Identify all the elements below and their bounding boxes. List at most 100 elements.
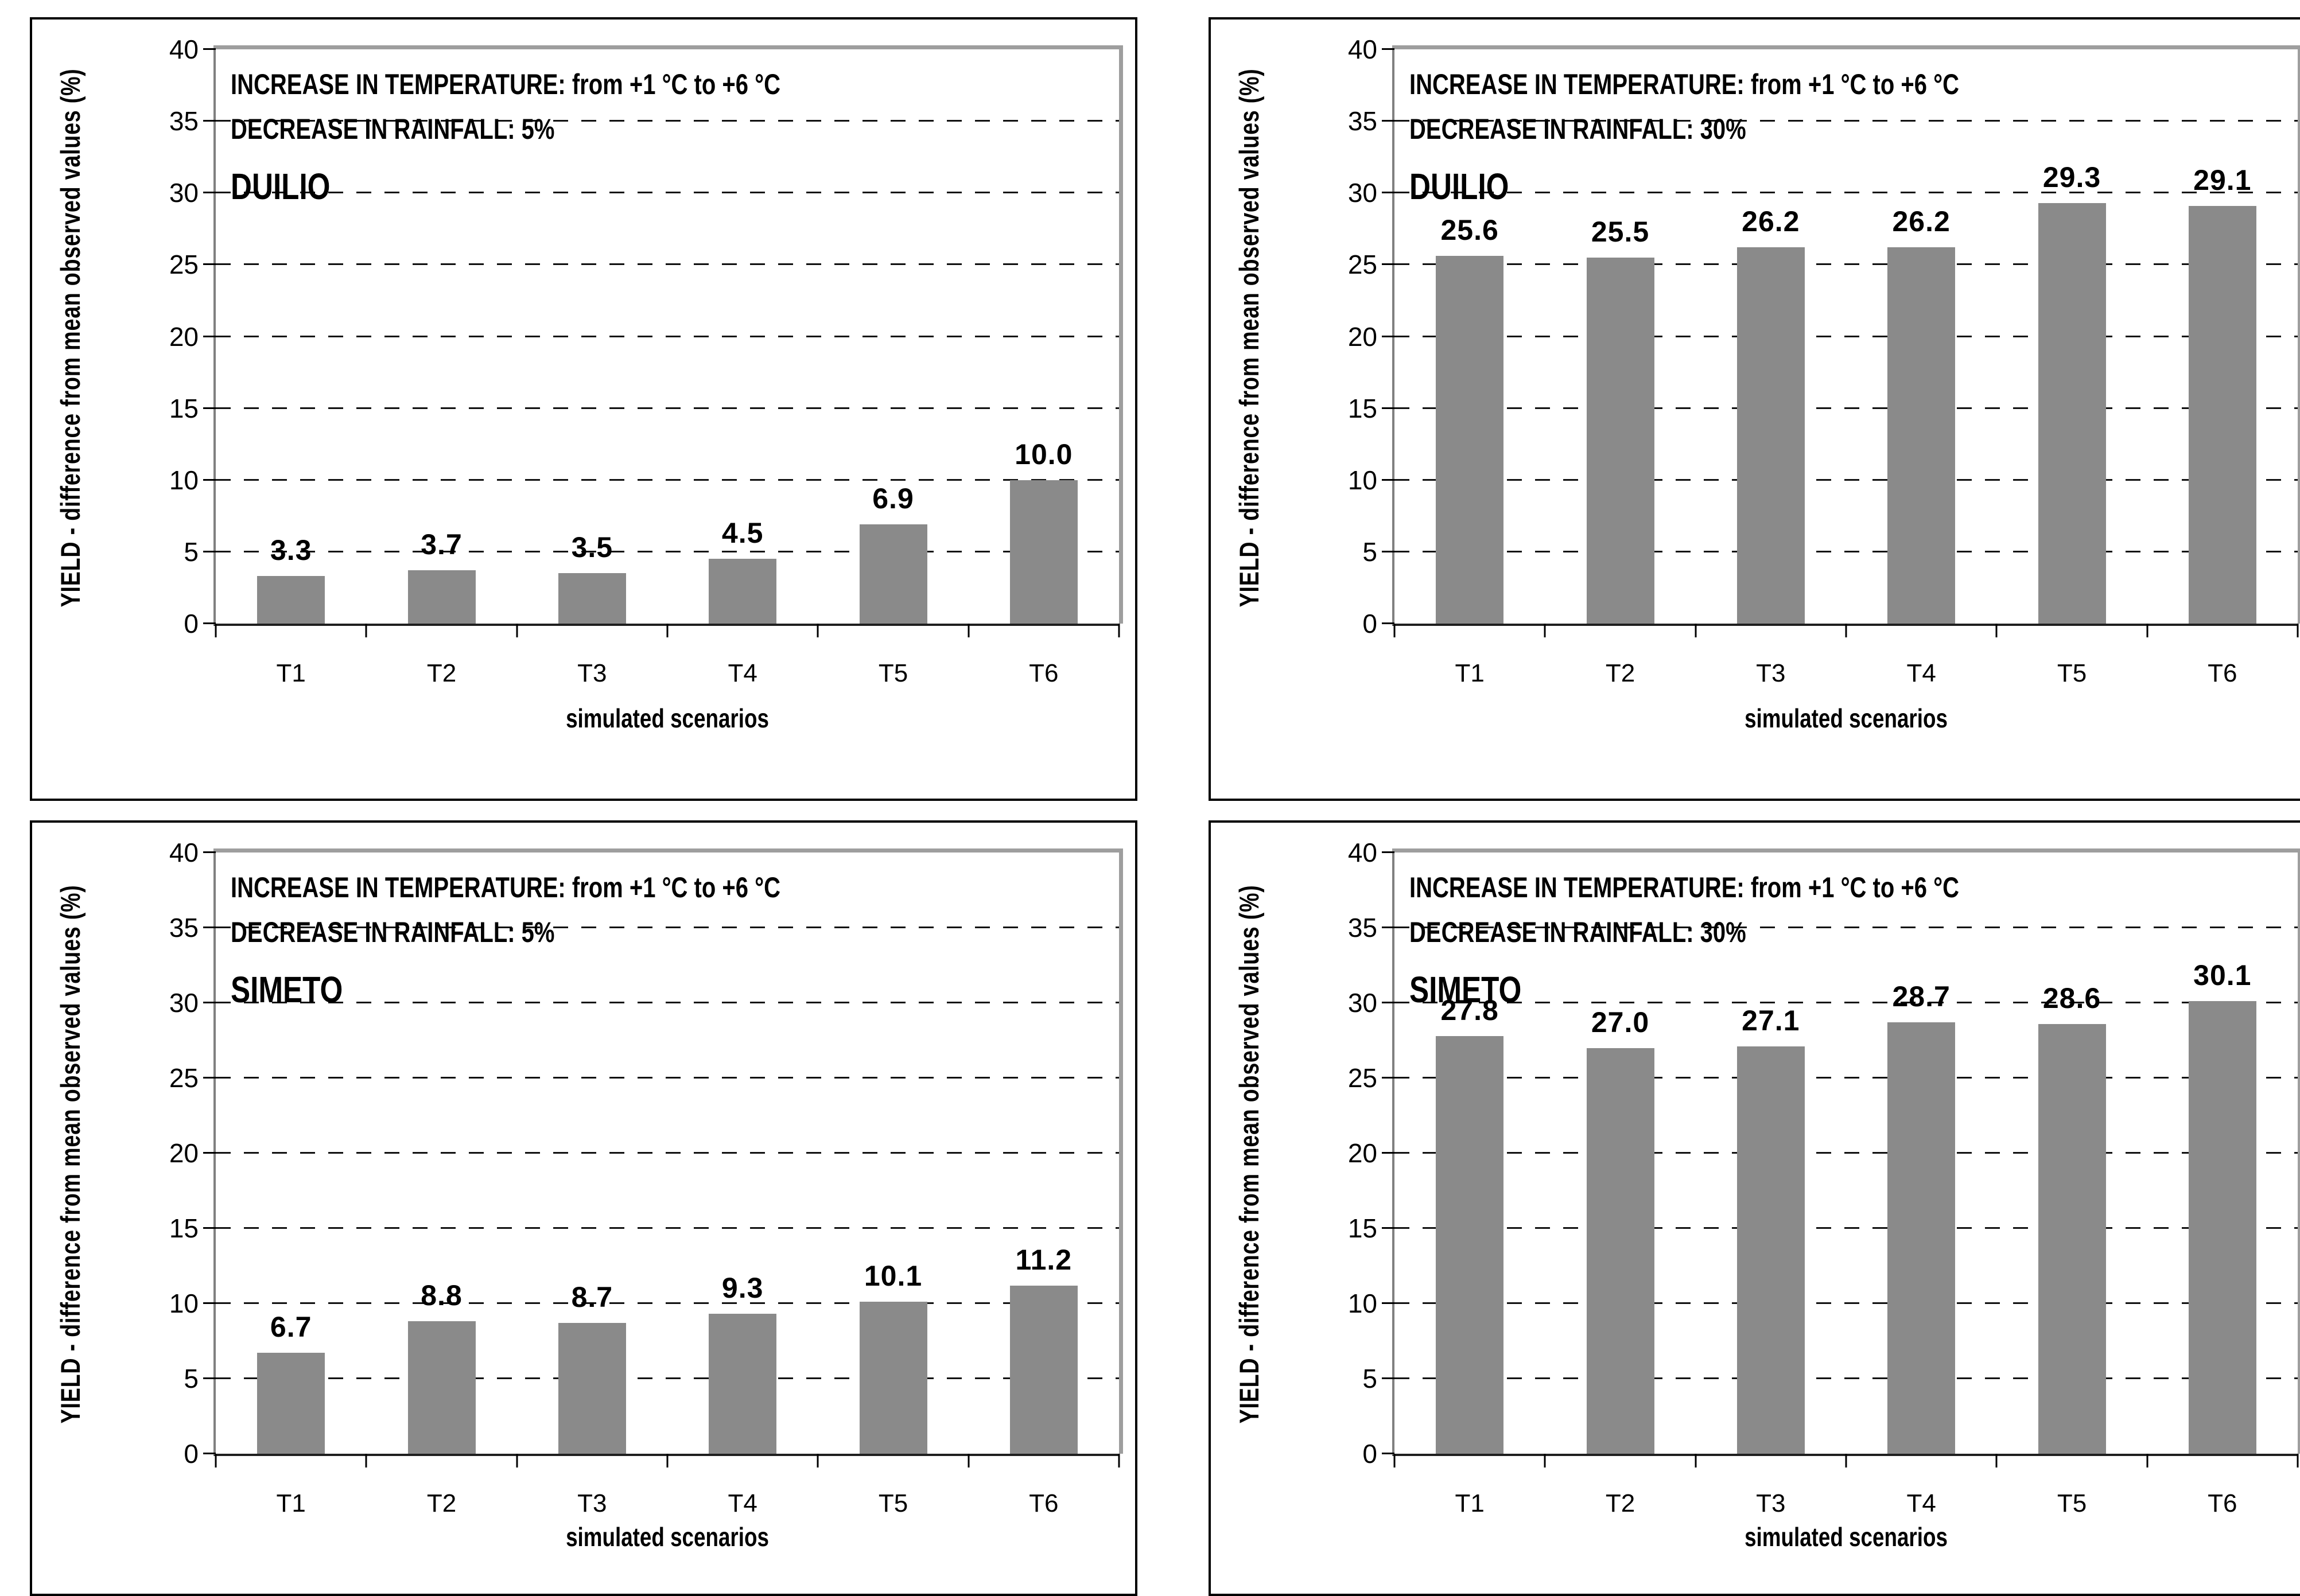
bar-T5 xyxy=(859,1302,927,1454)
bar-value-label-T5: 10.1 xyxy=(864,1260,923,1293)
y-tick-5 xyxy=(203,550,216,552)
y-tick-10 xyxy=(203,478,216,481)
y-tick-0 xyxy=(203,1453,216,1454)
y-tick-label-10: 10 xyxy=(1347,1289,1377,1318)
y-tick-30 xyxy=(1382,1002,1394,1003)
x-category-label-T4: T4 xyxy=(728,659,757,687)
plot-border-right xyxy=(2298,848,2300,1454)
y-tick-label-35: 35 xyxy=(1347,106,1377,137)
y-tick-10 xyxy=(203,1302,216,1304)
bar-value-label-T3: 27.1 xyxy=(1742,1004,1800,1037)
bar-T2 xyxy=(407,1321,476,1454)
bar-value-label-T6: 29.1 xyxy=(2193,164,2252,196)
x-category-label-T4: T4 xyxy=(728,1489,757,1517)
gridline-35 xyxy=(1394,120,2298,122)
y-tick-15 xyxy=(1382,1227,1394,1229)
gridline-30 xyxy=(1394,1002,2298,1003)
x-category-label-T1: T1 xyxy=(276,1489,306,1517)
y-tick-label-10: 10 xyxy=(169,1289,199,1318)
bar-value-label-T4: 4.5 xyxy=(721,517,764,550)
annotation-temperature: INCREASE IN TEMPERATURE: from +1 °C to +… xyxy=(1409,68,1960,100)
y-tick-5 xyxy=(203,1377,216,1379)
bar-value-label-T6: 11.2 xyxy=(1015,1243,1073,1276)
y-tick-label-25: 25 xyxy=(169,250,199,280)
x-tick-6 xyxy=(2297,624,2299,637)
bar-value-label-T6: 10.0 xyxy=(1015,438,1073,470)
chart-panel-simeto-rainfall-30: YIELD - difference from mean observed va… xyxy=(1209,820,2300,1596)
x-tick-0 xyxy=(215,624,217,637)
y-tick-label-40: 40 xyxy=(1347,34,1377,64)
gridline-5 xyxy=(1394,550,2298,552)
annotation-rainfall: DECREASE IN RAINFALL: 30% xyxy=(1409,113,1746,145)
bar-T5 xyxy=(859,524,927,624)
y-tick-label-40: 40 xyxy=(169,34,199,64)
y-tick-5 xyxy=(1382,550,1394,552)
bar-T5 xyxy=(2038,1023,2106,1454)
annotation-block: INCREASE IN TEMPERATURE: from +1 °C to +… xyxy=(231,62,918,207)
x-tick-2 xyxy=(1695,624,1697,637)
y-tick-0 xyxy=(1382,1453,1394,1454)
x-tick-6 xyxy=(2297,1454,2299,1467)
x-tick-4 xyxy=(817,1454,819,1467)
bar-T4 xyxy=(1887,1022,1956,1454)
bar-T2 xyxy=(1586,1048,1654,1454)
bar-value-label-T2: 27.0 xyxy=(1591,1006,1650,1038)
x-category-label-T6: T6 xyxy=(2208,1489,2237,1517)
x-tick-1 xyxy=(1544,624,1546,637)
x-category-label-T5: T5 xyxy=(878,1489,908,1517)
bar-value-label-T4: 9.3 xyxy=(721,1272,764,1305)
gridline-30 xyxy=(1394,192,2298,194)
y-tick-25 xyxy=(203,1077,216,1079)
bar-T1 xyxy=(1436,256,1504,624)
x-tick-4 xyxy=(1995,1454,1998,1467)
y-tick-20 xyxy=(203,1152,216,1154)
x-category-label-T2: T2 xyxy=(426,1489,457,1517)
y-tick-20 xyxy=(1382,335,1394,337)
y-tick-label-0: 0 xyxy=(1362,609,1377,639)
y-tick-label-15: 15 xyxy=(1347,1213,1377,1243)
annotation-temperature: INCREASE IN TEMPERATURE: from +1 °C to +… xyxy=(231,871,781,904)
x-tick-1 xyxy=(365,624,367,637)
gridline-30 xyxy=(216,1002,1119,1003)
bar-T3 xyxy=(558,1323,626,1454)
y-tick-label-35: 35 xyxy=(169,106,199,137)
y-tick-label-0: 0 xyxy=(1362,1439,1377,1469)
y-tick-40 xyxy=(203,851,216,853)
annotation-rainfall: DECREASE IN RAINFALL: 5% xyxy=(231,916,555,948)
annotation-block: INCREASE IN TEMPERATURE: from +1 °C to +… xyxy=(1409,62,2097,207)
y-tick-0 xyxy=(203,622,216,624)
bar-value-label-T1: 6.7 xyxy=(270,1311,312,1344)
plot-area: INCREASE IN TEMPERATURE: from +1 °C to +… xyxy=(169,838,1123,1552)
y-tick-label-5: 5 xyxy=(184,1364,199,1393)
gridline-5 xyxy=(216,550,1119,552)
y-axis-title-wrap: YIELD - difference from mean observed va… xyxy=(1214,49,1283,626)
plot-border-top xyxy=(213,848,1123,853)
bar-T2 xyxy=(407,570,476,624)
bar-value-label-T3: 3.5 xyxy=(571,531,613,564)
x-tick-2 xyxy=(516,624,518,637)
y-tick-40 xyxy=(1382,48,1394,50)
gridline-25 xyxy=(216,263,1119,266)
annotation-block: INCREASE IN TEMPERATURE: from +1 °C to +… xyxy=(231,865,918,1010)
chart-panel-simeto-rainfall-5: YIELD - difference from mean observed va… xyxy=(30,820,1137,1596)
gridline-15 xyxy=(1394,407,2298,409)
x-category-label-T6: T6 xyxy=(2208,659,2237,687)
plot-area: INCREASE IN TEMPERATURE: from +1 °C to +… xyxy=(1348,838,2300,1552)
bar-value-label-T1: 27.8 xyxy=(1440,994,1499,1026)
bar-T1 xyxy=(257,1353,325,1454)
y-tick-25 xyxy=(1382,1077,1394,1079)
cultivar-label: SIMETO xyxy=(1409,969,1522,1010)
y-tick-10 xyxy=(1382,478,1394,481)
plot-border-right xyxy=(1119,848,1123,1454)
x-tick-6 xyxy=(1118,624,1120,637)
bar-value-label-T1: 3.3 xyxy=(270,534,312,567)
y-tick-label-30: 30 xyxy=(1347,988,1377,1018)
cultivar-label: DUILIO xyxy=(1409,166,1509,207)
x-category-label-T2: T2 xyxy=(1605,659,1635,687)
y-tick-20 xyxy=(1382,1152,1394,1154)
y-tick-15 xyxy=(203,407,216,409)
x-tick-5 xyxy=(968,624,970,637)
y-tick-label-20: 20 xyxy=(169,321,199,352)
plot-border-top xyxy=(1392,45,2300,49)
bar-value-label-T6: 30.1 xyxy=(2193,959,2252,992)
